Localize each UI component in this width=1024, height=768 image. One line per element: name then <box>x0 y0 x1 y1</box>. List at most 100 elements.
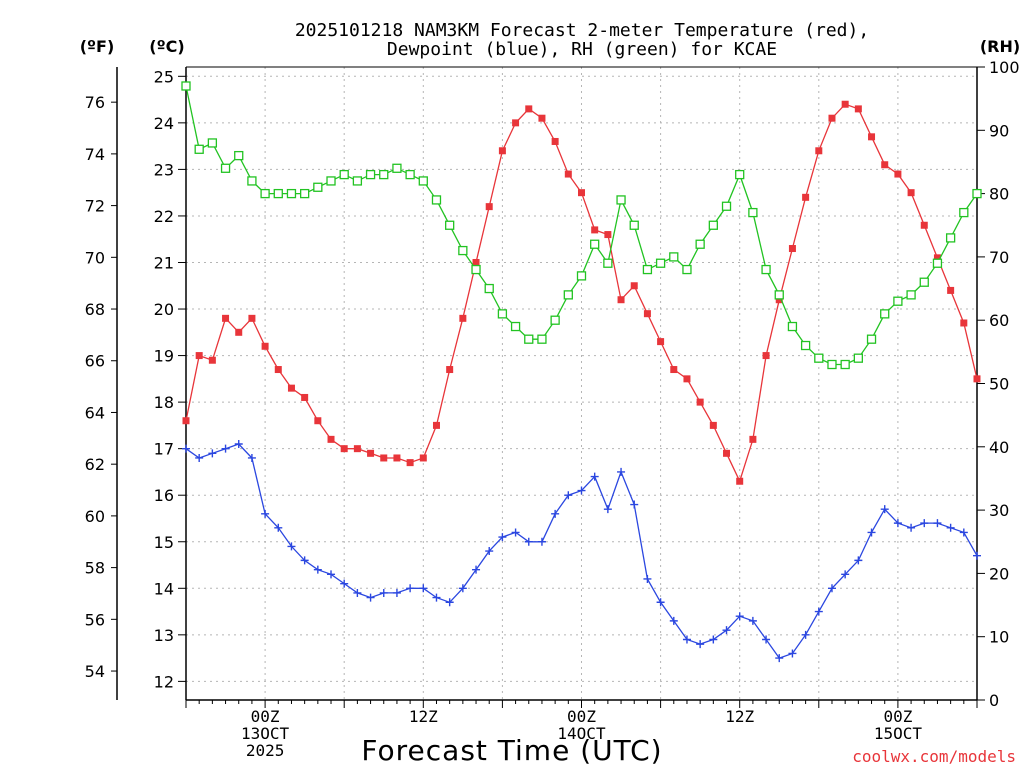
data-point <box>472 258 480 266</box>
data-point <box>235 328 243 336</box>
data-point <box>314 417 322 425</box>
data-point <box>366 593 375 602</box>
data-point <box>392 163 402 173</box>
data-point <box>182 417 190 425</box>
fahrenheit-tick-label: 74 <box>85 145 105 164</box>
data-point <box>393 454 401 462</box>
rh-tick-label: 90 <box>989 121 1009 140</box>
data-point <box>287 384 295 392</box>
data-point <box>432 593 441 602</box>
data-point <box>538 114 546 122</box>
data-point <box>814 353 824 363</box>
data-point <box>472 565 481 574</box>
data-point <box>947 286 955 294</box>
data-point <box>261 509 270 518</box>
celsius-unit-label: (ºC) <box>149 37 184 56</box>
rh-tick-label: 60 <box>989 311 1009 330</box>
data-point <box>735 169 745 180</box>
data-point <box>708 220 718 230</box>
data-point <box>683 375 691 383</box>
data-point <box>696 398 704 406</box>
data-point <box>300 556 309 565</box>
celsius-tick-label: 18 <box>154 393 174 412</box>
celsius-tick-label: 15 <box>154 533 174 552</box>
data-point <box>194 144 204 154</box>
data-point <box>802 193 810 201</box>
data-point <box>775 654 784 663</box>
data-point <box>722 626 731 635</box>
data-point <box>431 195 442 205</box>
data-point <box>854 556 863 565</box>
data-point <box>485 203 493 211</box>
celsius-tick-label: 16 <box>154 486 174 505</box>
x-tick-label: 15OCT <box>874 724 923 743</box>
data-point <box>195 352 203 360</box>
data-point <box>617 467 626 476</box>
data-point <box>405 169 415 180</box>
data-point <box>933 519 942 528</box>
data-point <box>220 163 231 173</box>
celsius-tick-label: 23 <box>154 160 174 179</box>
data-point <box>182 444 190 453</box>
data-point <box>748 207 758 218</box>
rh-tick-label: 10 <box>989 628 1009 647</box>
data-point <box>616 195 626 205</box>
data-point <box>682 264 692 275</box>
data-point <box>471 264 481 275</box>
data-point <box>380 454 388 462</box>
data-point <box>208 356 216 364</box>
data-point <box>656 598 665 607</box>
data-point <box>735 612 744 621</box>
fahrenheit-tick-label: 60 <box>85 507 105 526</box>
data-point <box>695 239 705 249</box>
data-point <box>459 314 467 322</box>
celsius-tick-label: 21 <box>154 253 174 272</box>
data-point <box>327 435 335 443</box>
data-point <box>709 421 717 429</box>
data-point <box>301 393 309 401</box>
rh-tick-label: 20 <box>989 564 1009 583</box>
data-point <box>419 454 427 462</box>
data-point <box>643 574 652 583</box>
data-point <box>379 169 389 180</box>
data-point <box>630 282 638 290</box>
data-point <box>893 296 903 306</box>
data-point <box>815 147 823 155</box>
rh-tick-label: 0 <box>989 691 999 710</box>
data-point <box>907 523 916 532</box>
data-point <box>748 616 757 625</box>
data-point <box>775 296 783 304</box>
data-point <box>537 537 546 546</box>
data-point <box>630 500 639 509</box>
fahrenheit-tick-label: 64 <box>85 403 105 422</box>
chart-title-line2: Dewpoint (blue), RH (green) for KCAE <box>387 39 777 60</box>
data-point <box>406 459 414 467</box>
rh-unit-label: (RH) <box>980 37 1020 56</box>
data-point <box>960 319 968 327</box>
axis-ticks: 12 13 14 15 16 17 18 19 20 21 22 23 24 25 54 56 58 60 62 64… <box>85 58 1020 760</box>
data-point <box>537 334 547 344</box>
data-point <box>933 254 941 262</box>
data-point <box>906 290 916 300</box>
data-point <box>591 226 599 234</box>
data-point <box>854 105 862 113</box>
data-point <box>525 105 533 113</box>
data-point <box>446 366 454 374</box>
celsius-tick-label: 22 <box>154 207 174 226</box>
data-point <box>524 334 534 344</box>
series-layer <box>181 81 982 663</box>
data-point <box>222 314 230 322</box>
data-point <box>511 528 520 537</box>
data-point <box>657 338 665 346</box>
data-point <box>247 176 257 186</box>
rh-tick-label: 40 <box>989 438 1009 457</box>
celsius-tick-label: 13 <box>154 626 174 645</box>
data-point <box>195 453 204 462</box>
data-point <box>945 233 956 243</box>
data-point <box>709 635 718 644</box>
x-tick-label: 12Z <box>409 707 438 726</box>
data-point <box>313 565 322 574</box>
data-point <box>353 445 361 453</box>
data-point <box>248 314 256 322</box>
